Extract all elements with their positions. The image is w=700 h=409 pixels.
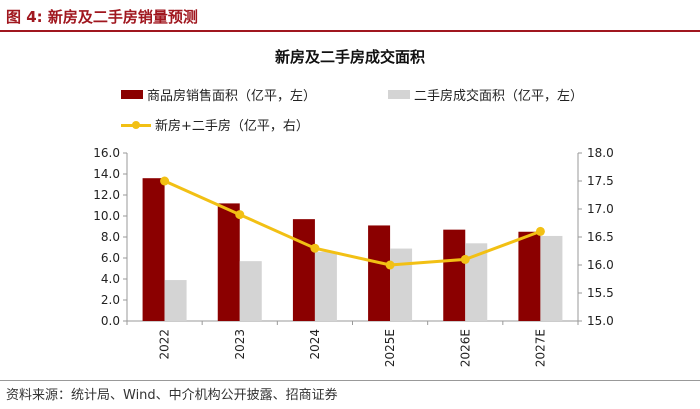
bar-second-hand: [314, 251, 337, 321]
x-tick-label: 2025E: [383, 329, 397, 367]
line-point-total: [385, 260, 395, 270]
header-rule: [0, 30, 700, 32]
bar-second-hand: [239, 261, 262, 321]
figure-header: 图 4: 新房及二手房销量预测: [0, 0, 700, 32]
x-tick-label: 2024: [308, 329, 322, 360]
bar-new-homes: [292, 219, 315, 321]
bar-new-homes: [142, 178, 165, 321]
legend-label-total: 新房+二手房（亿平，右）: [155, 119, 309, 134]
x-tick-label: 2027E: [533, 329, 547, 367]
line-point-total: [535, 226, 545, 236]
y-tick-label-left: 10.0: [93, 209, 120, 223]
bar-second-hand: [465, 243, 488, 321]
x-tick-label: 2026E: [458, 329, 472, 367]
y-tick-label-right: 16.0: [587, 258, 614, 272]
source-note: 资料来源：统计局、Wind、中介机构公开披露、招商证券: [6, 388, 338, 403]
bar-new-homes: [443, 229, 466, 321]
legend-item-new-homes: 商品房销售面积（亿平，左）: [121, 85, 316, 104]
y-tick-label-left: 6.0: [101, 251, 120, 265]
y-tick-label-right: 17.5: [587, 174, 614, 188]
line-point-total: [310, 243, 320, 253]
source-rule: [0, 380, 700, 381]
line-total: [163, 179, 541, 267]
y-tick-label-left: 8.0: [101, 230, 120, 244]
legend-swatch-second-hand: [388, 90, 410, 99]
y-tick-label-right: 18.0: [587, 146, 614, 160]
legend-item-total: 新房+二手房（亿平，右）: [121, 115, 309, 134]
line-point-total: [160, 176, 170, 186]
y-tick-label-right: 16.5: [587, 230, 614, 244]
y-tick-label-right: 15.0: [587, 314, 614, 328]
bar-new-homes: [368, 225, 391, 321]
bar-second-hand: [390, 248, 413, 321]
y-tick-label-left: 4.0: [101, 272, 120, 286]
y-tick-label-right: 17.0: [587, 202, 614, 216]
bar-second-hand: [540, 235, 563, 321]
legend-item-second-hand: 二手房成交面积（亿平，左）: [388, 85, 583, 104]
line-point-total: [235, 210, 245, 220]
chart-canvas: 0.0 2.0 4.0 6.0 8.0 10.0 12.0 14.0 16.0 15.0 15.5 1…: [93, 146, 614, 367]
y-tick-label-left: 2.0: [101, 293, 120, 307]
bar-second-hand: [164, 280, 187, 321]
line-point-total: [460, 254, 470, 264]
legend-swatch-total: [121, 119, 151, 131]
legend-swatch-new-homes: [121, 90, 143, 99]
figure-label: 图 4: 新房及二手房销量预测: [6, 8, 198, 26]
y-tick-label-left: 16.0: [93, 146, 120, 160]
bar-new-homes: [217, 203, 240, 321]
legend-label-new-homes: 商品房销售面积（亿平，左）: [147, 89, 317, 104]
bar-new-homes: [518, 231, 541, 321]
y-tick-label-right: 15.5: [587, 286, 614, 300]
chart-title: 新房及二手房成交面积: [274, 48, 425, 66]
y-tick-label-left: 14.0: [93, 167, 120, 181]
x-tick-label: 2023: [233, 329, 247, 360]
y-tick-label-left: 0.0: [101, 314, 120, 328]
legend-label-second-hand: 二手房成交面积（亿平，左）: [414, 89, 584, 104]
y-tick-label-left: 12.0: [93, 188, 120, 202]
x-tick-label: 2022: [158, 329, 172, 360]
